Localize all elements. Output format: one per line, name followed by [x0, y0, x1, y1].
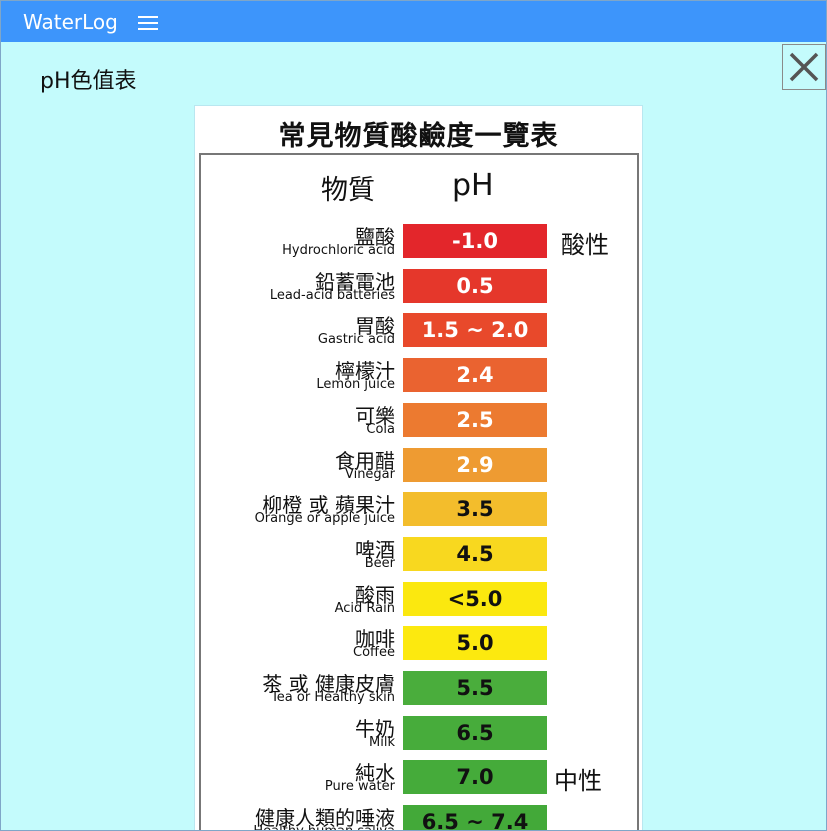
- substance-name-cn: 健康人類的唾液: [255, 806, 395, 831]
- ph-row: 鹽酸 Hydrochloric acid -1.0 酸性: [195, 221, 644, 261]
- substance-name-cn: 食用醋: [335, 448, 395, 473]
- substance-name-en: Orange or apple juice: [254, 511, 395, 527]
- ph-value-box: 0.5: [403, 268, 547, 303]
- ph-row: 健康人類的唾液Healthy human saliva 6.5 ~ 7.4: [195, 802, 644, 831]
- ph-value-box: 4.5: [403, 536, 547, 571]
- chart-title: 常見物質酸鹼度一覽表: [278, 121, 559, 152]
- substance-name-en: Cola: [366, 421, 395, 437]
- substance-name-en: Pure water: [324, 779, 395, 795]
- ph-value-box: 6.5: [403, 715, 547, 750]
- ph-row: 純水 Pure water 7.0 中性: [195, 757, 644, 797]
- ph-value-box: 3.5: [403, 492, 547, 527]
- page-title: pH色值表: [40, 69, 137, 94]
- substance-name-cn: 酸雨: [355, 582, 395, 607]
- close-button[interactable]: [782, 44, 826, 90]
- ph-row: 酸雨 Acid Rain <5.0: [195, 579, 644, 619]
- ph-value-box: 7.0: [403, 760, 547, 795]
- substance-name-en: Tea or Healthy skin: [271, 690, 395, 705]
- ph-value-box: 2.5: [403, 402, 547, 437]
- substance-name-cn: 鹽酸: [355, 225, 395, 249]
- ph-value-box: -1.0: [403, 224, 547, 258]
- substance-name-cn: 檸檬汁: [335, 359, 395, 384]
- ph-value-box: 6.5 ~ 7.4: [403, 805, 547, 830]
- substance-name-en: Lead-acid batteries: [269, 287, 395, 303]
- ph-row: 可樂 Cola 2.5: [195, 400, 644, 440]
- ph-row: 食用醋 Vinegar 2.9: [195, 445, 644, 485]
- acidity-side-label: 酸性: [561, 231, 609, 259]
- substance-name-cn: 純水: [355, 761, 395, 786]
- substance-name-en: Lemon juice: [316, 377, 395, 393]
- ph-row: 鉛蓄電池 Lead-acid batteries 0.5: [195, 266, 644, 306]
- substance-name-cn: 茶 或 健康皮膚: [262, 672, 395, 696]
- substance-name-cn: 咖啡: [355, 627, 395, 652]
- close-icon: [789, 52, 819, 82]
- ph-value-box: 2.9: [403, 447, 547, 482]
- substance-name-en: Hydrochloric acid: [282, 243, 395, 258]
- ph-row: 牛奶 Milk 6.5: [195, 713, 644, 753]
- ph-row: 柳橙 或 蘋果汁 Orange or apple juice 3.5: [195, 489, 644, 529]
- app-bar: WaterLog: [1, 1, 826, 42]
- ph-chart-image: 常見物質酸鹼度一覽表 物質 pH 鹽酸 Hydrochloric acid -1.0…: [194, 105, 644, 831]
- substance-name-cn: 胃酸: [355, 314, 395, 339]
- acidity-side-label: 中性: [554, 767, 602, 796]
- app-title: WaterLog: [23, 10, 118, 34]
- substance-name-en: Coffee: [353, 645, 395, 661]
- ph-row: 茶 或 健康皮膚 Tea or Healthy skin 5.5: [195, 668, 644, 708]
- ph-row: 啤酒 Beer 4.5: [195, 534, 644, 574]
- substance-name-en: Healthy human saliva: [253, 824, 395, 830]
- ph-row: 檸檬汁 Lemon juice 2.4: [195, 355, 644, 395]
- substance-name-cn: 牛奶: [355, 716, 395, 741]
- substance-name-cn: 可樂: [355, 403, 395, 428]
- ph-row: 胃酸 Gastric acid 1.5 ~ 2.0: [195, 310, 644, 350]
- ph-value-box: 2.4: [403, 358, 547, 393]
- ph-value-box: 1.5 ~ 2.0: [403, 313, 547, 348]
- ph-row: 咖啡 Coffee 5.0: [195, 623, 644, 663]
- substance-name-en: Acid Rain: [334, 600, 395, 616]
- substance-name-en: Milk: [369, 734, 395, 750]
- substance-name-en: Vinegar: [344, 466, 395, 482]
- ph-value-box: <5.0: [403, 581, 547, 616]
- substance-name-en: Gastric acid: [317, 332, 395, 348]
- hamburger-menu-icon[interactable]: [138, 14, 158, 30]
- substance-name-cn: 柳橙 或 蘋果汁: [262, 493, 395, 518]
- header-ph: pH: [452, 168, 494, 203]
- ph-value-box: 5.0: [403, 626, 547, 661]
- substance-name-en: Beer: [364, 555, 395, 571]
- header-substance: 物質: [321, 175, 375, 206]
- substance-name-cn: 鉛蓄電池: [315, 269, 395, 294]
- substance-name-cn: 啤酒: [355, 537, 395, 562]
- chart-table-border: [199, 153, 639, 830]
- ph-value-box: 5.5: [403, 671, 547, 705]
